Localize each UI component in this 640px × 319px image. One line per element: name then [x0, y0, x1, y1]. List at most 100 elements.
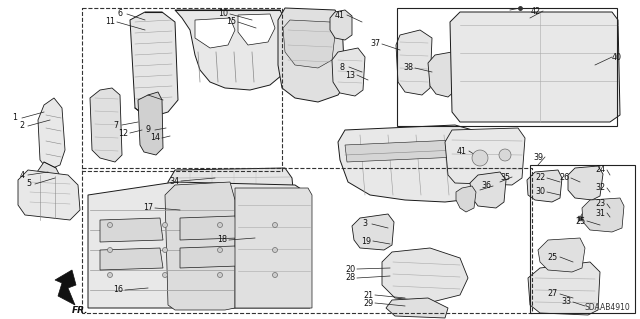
- Polygon shape: [528, 262, 600, 315]
- Text: 39: 39: [533, 152, 543, 161]
- Ellipse shape: [399, 148, 417, 176]
- Text: 40: 40: [612, 53, 622, 62]
- Polygon shape: [38, 98, 65, 170]
- Text: 7: 7: [113, 121, 118, 130]
- Circle shape: [163, 222, 168, 227]
- Text: 23: 23: [595, 199, 605, 209]
- Text: 20: 20: [345, 264, 355, 273]
- Polygon shape: [386, 298, 448, 318]
- Polygon shape: [138, 92, 163, 155]
- Circle shape: [218, 248, 223, 253]
- Circle shape: [108, 248, 113, 253]
- Text: 16: 16: [113, 286, 123, 294]
- Text: 4: 4: [19, 170, 24, 180]
- Polygon shape: [445, 128, 525, 185]
- Text: 38: 38: [403, 63, 413, 72]
- Text: 21: 21: [363, 291, 373, 300]
- Polygon shape: [195, 18, 235, 48]
- Text: 22: 22: [535, 174, 545, 182]
- Text: 31: 31: [595, 209, 605, 218]
- Text: 28: 28: [345, 273, 355, 283]
- Polygon shape: [582, 198, 624, 232]
- Polygon shape: [90, 88, 122, 162]
- Polygon shape: [568, 166, 603, 200]
- Text: 2: 2: [19, 122, 24, 130]
- Text: 41: 41: [335, 11, 345, 19]
- Polygon shape: [180, 246, 238, 268]
- Text: 41: 41: [457, 146, 467, 155]
- Polygon shape: [330, 10, 352, 40]
- Text: 30: 30: [535, 188, 545, 197]
- Text: 25: 25: [575, 217, 585, 226]
- Circle shape: [163, 248, 168, 253]
- Polygon shape: [100, 218, 163, 242]
- Circle shape: [273, 248, 278, 253]
- Polygon shape: [527, 170, 562, 202]
- Circle shape: [163, 272, 168, 278]
- Ellipse shape: [555, 53, 595, 91]
- Text: 35: 35: [500, 173, 510, 182]
- Polygon shape: [35, 162, 62, 195]
- Polygon shape: [130, 12, 178, 118]
- Text: 36: 36: [481, 182, 491, 190]
- Text: 34: 34: [169, 176, 179, 186]
- Polygon shape: [165, 182, 235, 310]
- Text: 17: 17: [143, 204, 153, 212]
- Text: 18: 18: [217, 235, 227, 244]
- Polygon shape: [180, 216, 238, 240]
- Polygon shape: [278, 8, 345, 102]
- Polygon shape: [168, 168, 295, 225]
- Text: 13: 13: [345, 70, 355, 79]
- Polygon shape: [338, 125, 505, 202]
- Polygon shape: [332, 48, 365, 96]
- Text: 9: 9: [145, 125, 150, 135]
- Polygon shape: [345, 138, 503, 162]
- Circle shape: [108, 222, 113, 227]
- Polygon shape: [238, 14, 275, 45]
- Polygon shape: [18, 170, 80, 220]
- Text: 6: 6: [118, 10, 122, 19]
- Text: 8: 8: [339, 63, 344, 71]
- Polygon shape: [55, 270, 76, 305]
- Circle shape: [218, 222, 223, 227]
- Polygon shape: [428, 52, 458, 97]
- Ellipse shape: [361, 148, 379, 176]
- Circle shape: [499, 149, 511, 161]
- Bar: [82, 168, 532, 313]
- Text: 27: 27: [548, 290, 558, 299]
- Text: 42: 42: [531, 6, 541, 16]
- Circle shape: [273, 222, 278, 227]
- Text: 3: 3: [362, 219, 367, 228]
- Circle shape: [307, 49, 313, 55]
- Polygon shape: [175, 10, 288, 90]
- Bar: [82, 8, 282, 171]
- Text: 24: 24: [595, 166, 605, 174]
- Polygon shape: [396, 30, 432, 95]
- Circle shape: [273, 272, 278, 278]
- Polygon shape: [352, 214, 394, 250]
- Text: 26: 26: [559, 174, 569, 182]
- Text: 14: 14: [150, 133, 160, 143]
- Text: FR.: FR.: [72, 306, 88, 315]
- Ellipse shape: [483, 44, 538, 86]
- Text: 25: 25: [548, 253, 558, 262]
- Text: 11: 11: [105, 18, 115, 26]
- Text: 12: 12: [118, 129, 128, 137]
- Circle shape: [472, 150, 488, 166]
- Text: 15: 15: [226, 18, 236, 26]
- Polygon shape: [100, 248, 163, 270]
- Bar: [530, 165, 635, 313]
- Text: 29: 29: [363, 299, 373, 308]
- Bar: [397, 8, 617, 126]
- Ellipse shape: [437, 148, 455, 176]
- Text: 33: 33: [561, 298, 571, 307]
- Polygon shape: [382, 248, 468, 302]
- Polygon shape: [235, 188, 312, 308]
- Polygon shape: [538, 238, 585, 272]
- Text: 5: 5: [26, 180, 31, 189]
- Text: 10: 10: [218, 10, 228, 19]
- Polygon shape: [470, 172, 506, 208]
- Circle shape: [108, 272, 113, 278]
- Text: 1: 1: [13, 114, 17, 122]
- Text: 32: 32: [595, 183, 605, 192]
